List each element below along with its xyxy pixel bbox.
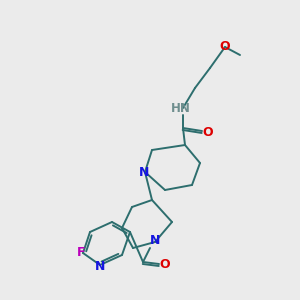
- Text: N: N: [95, 260, 105, 272]
- Text: HN: HN: [171, 101, 191, 115]
- Text: N: N: [139, 166, 149, 178]
- Text: N: N: [150, 235, 160, 248]
- Text: F: F: [77, 247, 85, 260]
- Text: O: O: [160, 259, 170, 272]
- Text: O: O: [203, 127, 213, 140]
- Text: O: O: [220, 40, 230, 53]
